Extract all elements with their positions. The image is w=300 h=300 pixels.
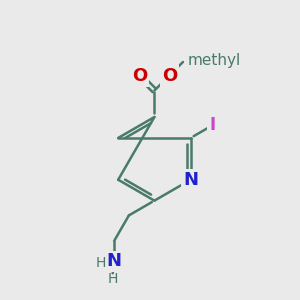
- Text: H: H: [107, 272, 118, 286]
- Text: O: O: [162, 67, 177, 85]
- Text: N: N: [183, 171, 198, 189]
- Text: O: O: [132, 67, 147, 85]
- Text: I: I: [209, 116, 215, 134]
- Text: H: H: [95, 256, 106, 270]
- Text: methyl: methyl: [188, 53, 241, 68]
- Text: N: N: [107, 253, 122, 271]
